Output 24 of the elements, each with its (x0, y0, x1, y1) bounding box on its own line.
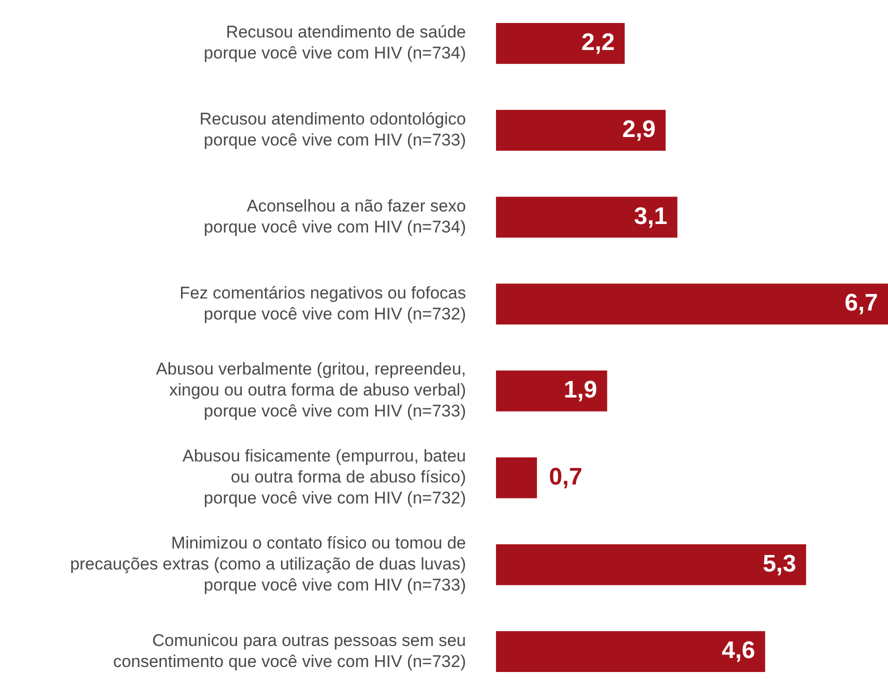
data-label: 2,9 (622, 116, 656, 143)
bar (496, 544, 806, 586)
bar (496, 370, 608, 412)
data-label: 3,1 (634, 202, 668, 230)
y-tick-label: Recusou atendimento odontológico porque você vive com HIV (n=733) (199, 110, 466, 150)
y-tick-label: Abusou fisicamente (empurrou, bateu ou outra forma de abuso físico) porque você vive com HIV (n=732) (182, 446, 466, 508)
y-tick-label: Abusou verbalmente (gritou, repreendeu, xingou ou outra forma de abuso verbal) porque você vive com HIV (n=733) (156, 360, 466, 421)
y-tick-label: Fez comentários negativos ou fofocas porque você vive com HIV (n=732) (180, 283, 466, 324)
bar (496, 23, 625, 64)
data-label: 6,7 (844, 290, 878, 317)
bar (496, 284, 888, 324)
data-label: 1,9 (564, 376, 598, 404)
y-tick-label: Recusou atendimento de saúde porque você vive com HIV (n=734) (204, 22, 466, 63)
y-tick-label: Minimizou o contato físico ou tomou de precauções extras (como a utilização de duas luvas) porque você vive com HIV (n=733) (70, 533, 466, 594)
bar (496, 457, 537, 498)
data-label: 5,3 (762, 550, 796, 578)
y-tick-label: Aconselhou a não fazer sexo porque você vive com HIV (n=734) (204, 196, 466, 236)
bar (496, 110, 666, 151)
data-label: 4,6 (722, 637, 756, 664)
data-label: 0,7 (548, 463, 582, 490)
bar (496, 631, 766, 672)
data-label: 2,2 (581, 29, 615, 56)
bar (496, 196, 678, 238)
y-tick-label: Comunicou para outras pessoas sem seu consentimento que você vive com HIV (n=732) (113, 630, 466, 671)
